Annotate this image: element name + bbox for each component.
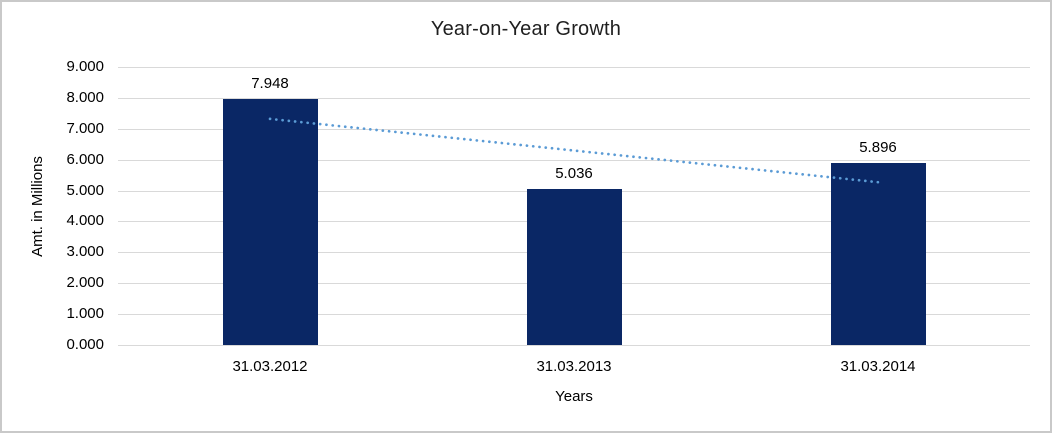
y-axis-title-box: Amt. in Millions	[22, 67, 52, 345]
bar-value-label: 7.948	[251, 75, 289, 93]
chart-title: Year-on-Year Growth	[430, 18, 622, 40]
y-tick-label: 9.000	[66, 58, 104, 75]
y-tick-label: 8.000	[66, 88, 104, 106]
y-tick-label: 7.000	[66, 119, 104, 137]
x-tick-label: 31.03.2013	[536, 358, 612, 375]
y-axis-title: Amt. in Millions	[28, 155, 46, 257]
bar-value-label: 5.036	[555, 165, 593, 183]
y-tick-label: 3.000	[66, 243, 104, 261]
y-tick-label: 0.000	[66, 336, 104, 353]
plot-area	[118, 67, 1030, 346]
y-tick-label: 6.000	[66, 150, 104, 168]
y-tick-label: 4.000	[66, 212, 104, 230]
y-tick-label: 5.000	[66, 181, 104, 199]
bar	[222, 99, 318, 345]
bar	[830, 162, 926, 345]
y-tick-label: 1.000	[66, 305, 104, 323]
x-axis-title: Years	[555, 388, 593, 405]
x-tick-label: 31.03.2012	[232, 358, 308, 375]
bar	[526, 189, 622, 345]
y-tick-label: 2.000	[66, 274, 104, 292]
bar-value-label: 5.896	[859, 138, 897, 156]
x-tick-label: 31.03.2014	[840, 358, 916, 375]
